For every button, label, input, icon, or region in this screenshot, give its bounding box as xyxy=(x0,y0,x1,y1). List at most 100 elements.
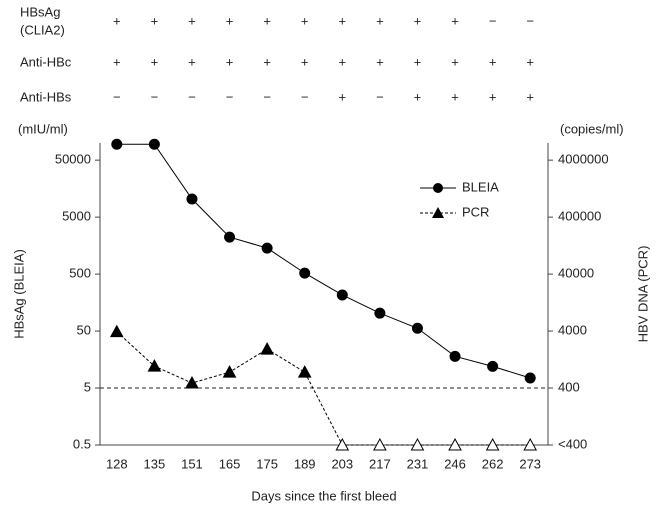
point xyxy=(448,437,462,451)
point xyxy=(186,193,198,205)
status-mark: + xyxy=(188,13,196,28)
status-mark: + xyxy=(338,13,346,28)
x-axis-title: Days since the first bleed xyxy=(251,488,396,503)
y-tick-label: 50000 xyxy=(55,152,91,167)
status-mark: − xyxy=(151,89,159,104)
point xyxy=(523,437,538,451)
y2-tick-label: 4000000 xyxy=(558,152,609,167)
x-tick-label: 262 xyxy=(482,456,504,471)
point xyxy=(336,289,348,301)
status-mark: + xyxy=(338,54,346,69)
x-tick-label: 135 xyxy=(144,456,166,471)
y-tick-label: 0.5 xyxy=(73,436,91,451)
status-mark: + xyxy=(226,13,234,28)
x-tick-label: 246 xyxy=(444,456,466,471)
status-mark: + xyxy=(301,13,309,28)
point xyxy=(185,375,199,389)
status-mark: − xyxy=(188,89,196,104)
status-mark: + xyxy=(451,89,459,104)
row-label: (CLIA2) xyxy=(20,22,65,37)
status-mark: + xyxy=(414,89,422,104)
status-mark: + xyxy=(489,89,497,104)
legend-marker xyxy=(432,207,444,218)
status-mark: − xyxy=(301,89,309,104)
status-mark: + xyxy=(526,54,534,69)
status-mark: + xyxy=(376,54,384,69)
row-label: Anti-HBs xyxy=(20,89,72,104)
x-tick-label: 231 xyxy=(407,456,429,471)
point xyxy=(373,437,387,451)
point xyxy=(111,138,123,150)
y-unit: (mIU/ml) xyxy=(18,121,68,136)
point xyxy=(222,365,237,378)
y2-tick-label: 4000 xyxy=(558,322,587,337)
status-mark: + xyxy=(113,54,121,69)
y2-tick-label: <400 xyxy=(558,436,587,451)
point xyxy=(224,231,236,243)
status-mark: + xyxy=(451,13,459,28)
status-mark: − xyxy=(226,89,234,104)
point xyxy=(487,360,499,372)
status-mark: + xyxy=(338,89,346,104)
series-line xyxy=(116,143,531,379)
y-tick-label: 500 xyxy=(69,266,91,281)
point xyxy=(410,437,425,451)
status-mark: + xyxy=(263,13,271,28)
point xyxy=(411,322,423,334)
point xyxy=(374,307,386,319)
status-mark: − xyxy=(263,89,271,104)
status-mark: − xyxy=(489,13,497,28)
point xyxy=(260,342,274,355)
legend-marker xyxy=(433,183,443,193)
x-tick-label: 273 xyxy=(519,456,541,471)
status-mark: + xyxy=(301,54,309,69)
point xyxy=(261,242,273,254)
status-mark: + xyxy=(151,13,159,28)
row-label: HBsAg xyxy=(20,4,60,19)
status-mark: − xyxy=(376,89,384,104)
status-mark: + xyxy=(188,54,196,69)
x-tick-label: 151 xyxy=(181,456,203,471)
status-mark: + xyxy=(451,54,459,69)
status-mark: + xyxy=(414,13,422,28)
status-mark: + xyxy=(263,54,271,69)
status-mark: + xyxy=(489,54,497,69)
status-mark: + xyxy=(526,89,534,104)
status-mark: − xyxy=(526,13,534,28)
y2-axis-title: HBV DNA (PCR) xyxy=(635,246,650,343)
legend-label: BLEIA xyxy=(462,179,499,194)
y2-tick-label: 40000 xyxy=(558,266,594,281)
point xyxy=(147,359,162,372)
status-mark: + xyxy=(414,54,422,69)
x-tick-label: 165 xyxy=(219,456,241,471)
y-tick-label: 5000 xyxy=(62,209,91,224)
point xyxy=(109,324,124,338)
point xyxy=(524,372,536,384)
x-tick-label: 217 xyxy=(369,456,391,471)
x-tick-label: 128 xyxy=(106,456,128,471)
y2-tick-label: 400 xyxy=(558,379,580,394)
status-mark: + xyxy=(376,13,384,28)
status-mark: + xyxy=(113,13,121,28)
row-label: Anti-HBc xyxy=(20,54,72,69)
point xyxy=(335,437,350,451)
y2-tick-label: 400000 xyxy=(558,209,601,224)
y2-unit: (copies/ml) xyxy=(560,121,624,136)
x-tick-label: 189 xyxy=(294,456,316,471)
point xyxy=(297,365,312,378)
point xyxy=(148,138,160,150)
series-line xyxy=(116,331,531,446)
status-mark: + xyxy=(226,54,234,69)
x-tick-label: 203 xyxy=(331,456,353,471)
x-tick-label: 175 xyxy=(256,456,278,471)
y-tick-label: 5 xyxy=(84,379,91,394)
y-tick-label: 50 xyxy=(77,322,91,337)
legend-label: PCR xyxy=(462,204,489,219)
point xyxy=(485,437,500,451)
point xyxy=(299,267,311,279)
point xyxy=(449,350,461,362)
status-mark: + xyxy=(151,54,159,69)
status-mark: − xyxy=(113,89,121,104)
y-axis-title: HBsAg (BLEIA) xyxy=(11,249,26,339)
